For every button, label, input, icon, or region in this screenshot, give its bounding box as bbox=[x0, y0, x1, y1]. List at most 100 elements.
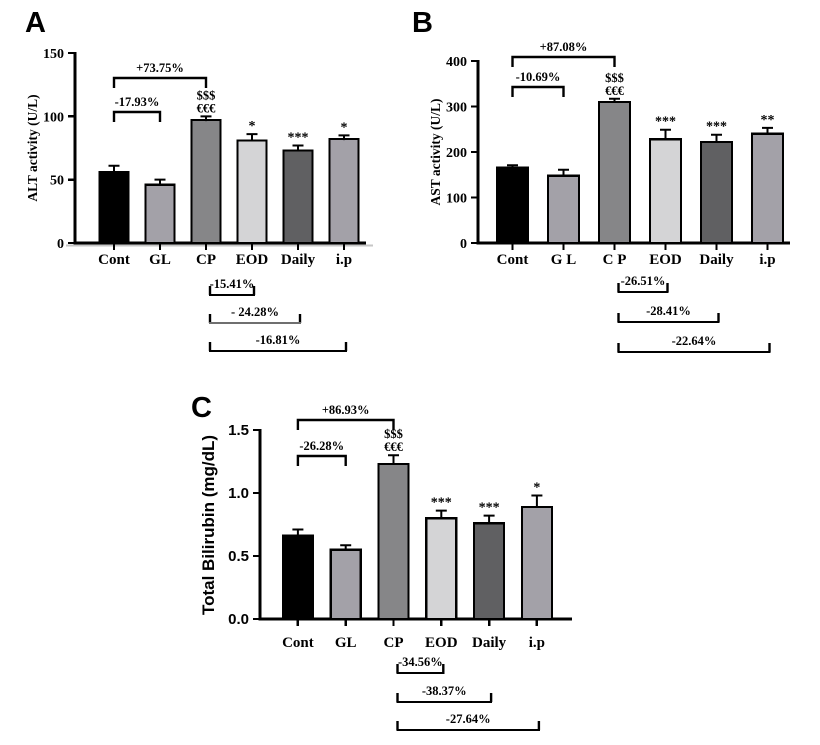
sig-marker: *** bbox=[655, 115, 676, 130]
bar-EOD bbox=[236, 139, 268, 245]
category-label: i.p bbox=[529, 635, 545, 651]
bracket-label: -26.51% bbox=[621, 274, 666, 288]
bar-Daily bbox=[473, 522, 506, 621]
sig-marker: €€€ bbox=[384, 440, 404, 454]
comparison-bracket-ticks bbox=[208, 286, 256, 295]
sig-marker: *** bbox=[288, 130, 309, 145]
comparison-bracket-ticks bbox=[208, 314, 302, 323]
bar-i.p bbox=[520, 505, 554, 621]
bracket-label: -16.81% bbox=[256, 333, 301, 347]
bar-EOD bbox=[425, 517, 458, 621]
category-label: Daily bbox=[281, 252, 316, 268]
bar-i.p bbox=[328, 138, 360, 245]
error-bar bbox=[531, 494, 543, 508]
bar-GL bbox=[546, 174, 581, 245]
category-label: Daily bbox=[472, 635, 507, 651]
sig-marker: *** bbox=[479, 501, 500, 516]
y-tick-label: 200 bbox=[446, 146, 467, 161]
comparison-bracket-ticks bbox=[396, 721, 541, 730]
bracket-label: -38.37% bbox=[422, 684, 467, 698]
bar-Cont bbox=[281, 534, 314, 621]
error-bar bbox=[292, 528, 304, 537]
bar-GL bbox=[144, 183, 176, 245]
comparison-bracket bbox=[296, 418, 395, 430]
panel-A: A 0 50 100 150 ALT activity (U/L) Cont GL CP $$$€… bbox=[25, 7, 373, 353]
sig-marker: * bbox=[533, 481, 540, 496]
error-bar bbox=[388, 454, 399, 466]
comparison-bracket-ticks bbox=[617, 343, 771, 352]
sig-marker: $$$ bbox=[197, 88, 216, 102]
error-bar bbox=[507, 164, 518, 169]
error-bar bbox=[762, 126, 773, 135]
comparison-bracket bbox=[112, 76, 208, 88]
error-bar bbox=[660, 128, 671, 141]
comparison-bracket bbox=[511, 85, 565, 97]
y-tick-label: 0.0 bbox=[228, 611, 249, 628]
bracket-label: -28.41% bbox=[646, 304, 691, 318]
error-bar bbox=[108, 164, 120, 174]
error-bar bbox=[558, 168, 569, 177]
comparison-bracket-ticks bbox=[396, 693, 493, 702]
sig-marker: €€€ bbox=[605, 84, 625, 98]
y-tick-label: 1.0 bbox=[228, 485, 249, 502]
bracket-label: - 24.28% bbox=[231, 305, 279, 319]
error-bar bbox=[154, 178, 166, 186]
category-label: EOD bbox=[425, 635, 458, 651]
category-label: EOD bbox=[649, 252, 682, 268]
panel-letter-C: C bbox=[191, 392, 212, 424]
y-tick-label: 400 bbox=[446, 55, 467, 70]
comparison-bracket bbox=[296, 454, 347, 466]
error-bar bbox=[483, 514, 495, 525]
bracket-label: +73.75% bbox=[136, 61, 184, 75]
bracket-label: -27.64% bbox=[446, 712, 491, 726]
y-tick-label: 0 bbox=[460, 237, 467, 252]
y-tick-label: 100 bbox=[446, 192, 467, 207]
category-label: GL bbox=[149, 252, 171, 268]
bar-CP bbox=[377, 462, 410, 621]
category-label: i.p bbox=[336, 252, 352, 268]
bar-Cont bbox=[495, 166, 530, 245]
category-label: CP bbox=[384, 635, 404, 651]
error-bar bbox=[246, 133, 258, 142]
bracket-label: -26.28% bbox=[299, 439, 344, 453]
category-label: i.p bbox=[759, 252, 775, 268]
category-label: CP bbox=[196, 252, 216, 268]
bracket-label: -22.64% bbox=[672, 334, 717, 348]
bar-Cont bbox=[98, 170, 130, 245]
y-axis-title: AST activity (U/L) bbox=[428, 99, 443, 206]
sig-marker: * bbox=[249, 119, 256, 134]
error-bar bbox=[292, 144, 304, 152]
y-tick-label: 0 bbox=[57, 237, 64, 252]
error-bar bbox=[338, 134, 350, 141]
y-tick-label: 50 bbox=[50, 174, 64, 189]
bracket-label: -17.93% bbox=[115, 95, 160, 109]
y-tick-label: 1.5 bbox=[228, 422, 249, 439]
bar-CP bbox=[190, 119, 222, 245]
bar-Daily bbox=[282, 149, 314, 245]
comparison-bracket bbox=[112, 110, 162, 122]
category-label: EOD bbox=[236, 252, 269, 268]
bracket-label: -34.56% bbox=[398, 655, 443, 669]
sig-marker: ** bbox=[761, 113, 775, 128]
category-label: Daily bbox=[699, 252, 734, 268]
panel-letter-A: A bbox=[25, 7, 46, 39]
bar-Daily bbox=[699, 140, 734, 245]
error-bar bbox=[340, 544, 352, 551]
category-label: GL bbox=[335, 635, 357, 651]
category-label: Cont bbox=[497, 252, 529, 268]
panel-letter-B: B bbox=[412, 7, 433, 39]
bracket-label: +87.08% bbox=[540, 40, 588, 54]
bar-i.p bbox=[750, 132, 785, 245]
panel-B: B 0 100 200 300 400 AST activity (U/L) Cont G L C… bbox=[412, 7, 790, 354]
category-label: C P bbox=[603, 252, 627, 268]
bar-GL bbox=[329, 548, 362, 621]
comparison-bracket bbox=[511, 55, 616, 67]
error-bar bbox=[609, 97, 620, 103]
comparison-bracket-ticks bbox=[617, 313, 720, 322]
y-tick-label: 100 bbox=[43, 110, 64, 125]
bracket-label: +86.93% bbox=[322, 403, 370, 417]
error-bar bbox=[200, 115, 212, 122]
comparison-bracket-ticks bbox=[208, 342, 348, 351]
sig-marker: €€€ bbox=[197, 101, 217, 115]
